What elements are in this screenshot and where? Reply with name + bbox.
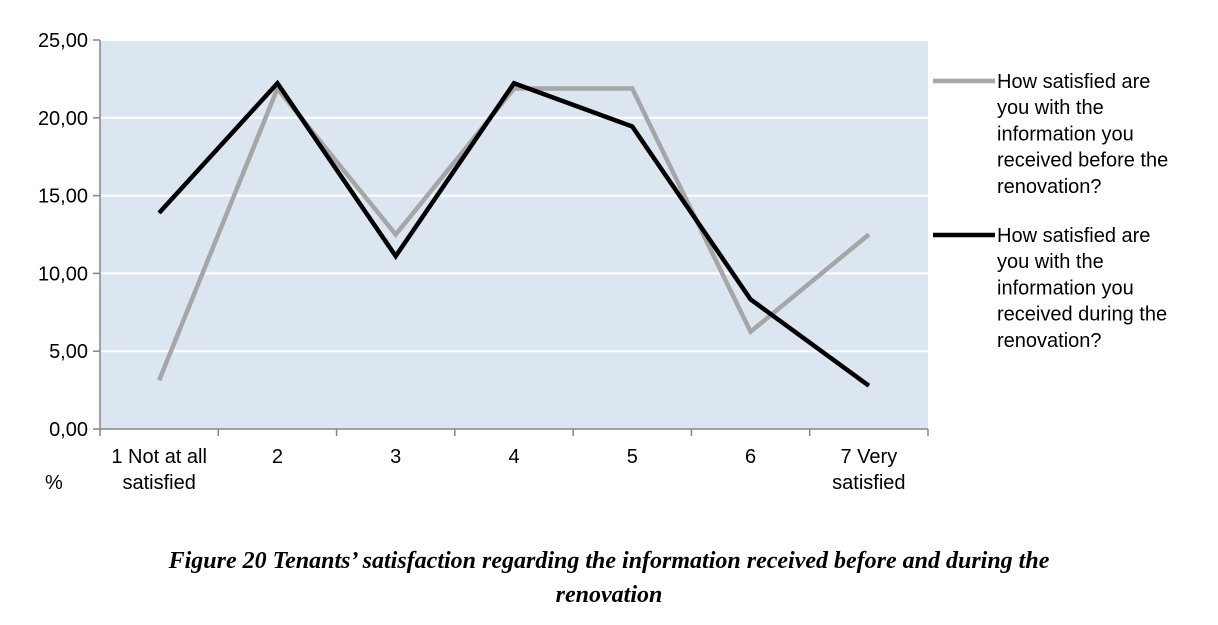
legend-label-line: received before the	[997, 150, 1168, 172]
x-tick-label: 3	[390, 446, 401, 468]
data-point	[395, 234, 397, 235]
y-tick-label: 20,00	[38, 108, 88, 130]
x-tick-label: 4	[508, 446, 519, 468]
data-point	[868, 385, 870, 387]
x-tick-label-line: 3	[390, 446, 401, 468]
legend-label-line: information you	[997, 123, 1134, 145]
data-point	[513, 82, 515, 84]
line-chart: 0,00 5,00 10,00 15,00 20,00 25,00 1 Not at al…	[38, 30, 1168, 494]
plot-area	[100, 40, 928, 429]
legend-label-1: How satisfied are you with the information…	[997, 71, 1168, 198]
data-point	[750, 331, 752, 333]
x-tick-label-line: 7 Very	[841, 446, 898, 468]
x-tick-label: 1 Not at all satisfied	[111, 446, 207, 494]
caption-line-2: renovation	[555, 582, 663, 608]
x-tick-label-line: 6	[745, 446, 756, 468]
legend-label-line: How satisfied are	[997, 71, 1150, 93]
data-point	[631, 88, 633, 90]
x-tick-label-line: 4	[508, 446, 519, 468]
data-point	[868, 234, 870, 235]
legend-label-line: you with the	[997, 97, 1104, 119]
x-tick-label: 5	[627, 446, 638, 468]
data-point	[276, 88, 278, 90]
y-tick-label: 25,00	[38, 30, 88, 52]
gridlines	[100, 39, 928, 353]
legend-label-line: How satisfied are	[997, 225, 1150, 247]
x-tick-label: 2	[272, 446, 283, 468]
y-unit-label: %	[45, 472, 63, 494]
data-point	[276, 82, 278, 84]
x-tick-label-line: satisfied	[122, 472, 195, 494]
y-tick-label: 15,00	[38, 186, 88, 208]
legend: How satisfied are you with the information…	[933, 71, 1168, 352]
x-tick-label-line: 5	[627, 446, 638, 468]
y-tick-label: 5,00	[49, 341, 88, 363]
data-point	[513, 88, 515, 90]
legend-label-line: information you	[997, 277, 1134, 299]
legend-label-line: renovation?	[997, 176, 1102, 198]
axes	[93, 39, 929, 436]
caption-line-1: Figure 20 Tenants’ satisfaction regardin…	[168, 548, 1050, 574]
y-tick-label: 0,00	[49, 419, 88, 441]
data-point	[395, 255, 397, 257]
y-tick-label: 10,00	[38, 263, 88, 285]
data-point	[158, 379, 160, 381]
legend-label-2: How satisfied are you with the information…	[997, 225, 1167, 352]
x-tick-label-line: 2	[272, 446, 283, 468]
data-point	[631, 126, 633, 128]
x-tick-label-line: 1 Not at all	[111, 446, 207, 468]
figure-caption: Figure 20 Tenants’ satisfaction regardin…	[40, 544, 1178, 612]
data-point	[158, 212, 160, 214]
data-point	[750, 298, 752, 300]
y-axis-ticks: 0,00 5,00 10,00 15,00 20,00 25,00	[38, 30, 88, 441]
legend-label-line: you with the	[997, 251, 1104, 273]
legend-label-line: renovation?	[997, 330, 1102, 352]
legend-label-line: received during the	[997, 304, 1167, 326]
x-tick-label-line: satisfied	[832, 472, 905, 494]
x-axis-ticks: 1 Not at all satisfied 2 3 4 5 6 7 Very satisfie…	[111, 446, 905, 494]
series-lines	[157, 79, 871, 388]
x-tick-label: 6	[745, 446, 756, 468]
x-tick-label: 7 Very satisfied	[832, 446, 905, 494]
